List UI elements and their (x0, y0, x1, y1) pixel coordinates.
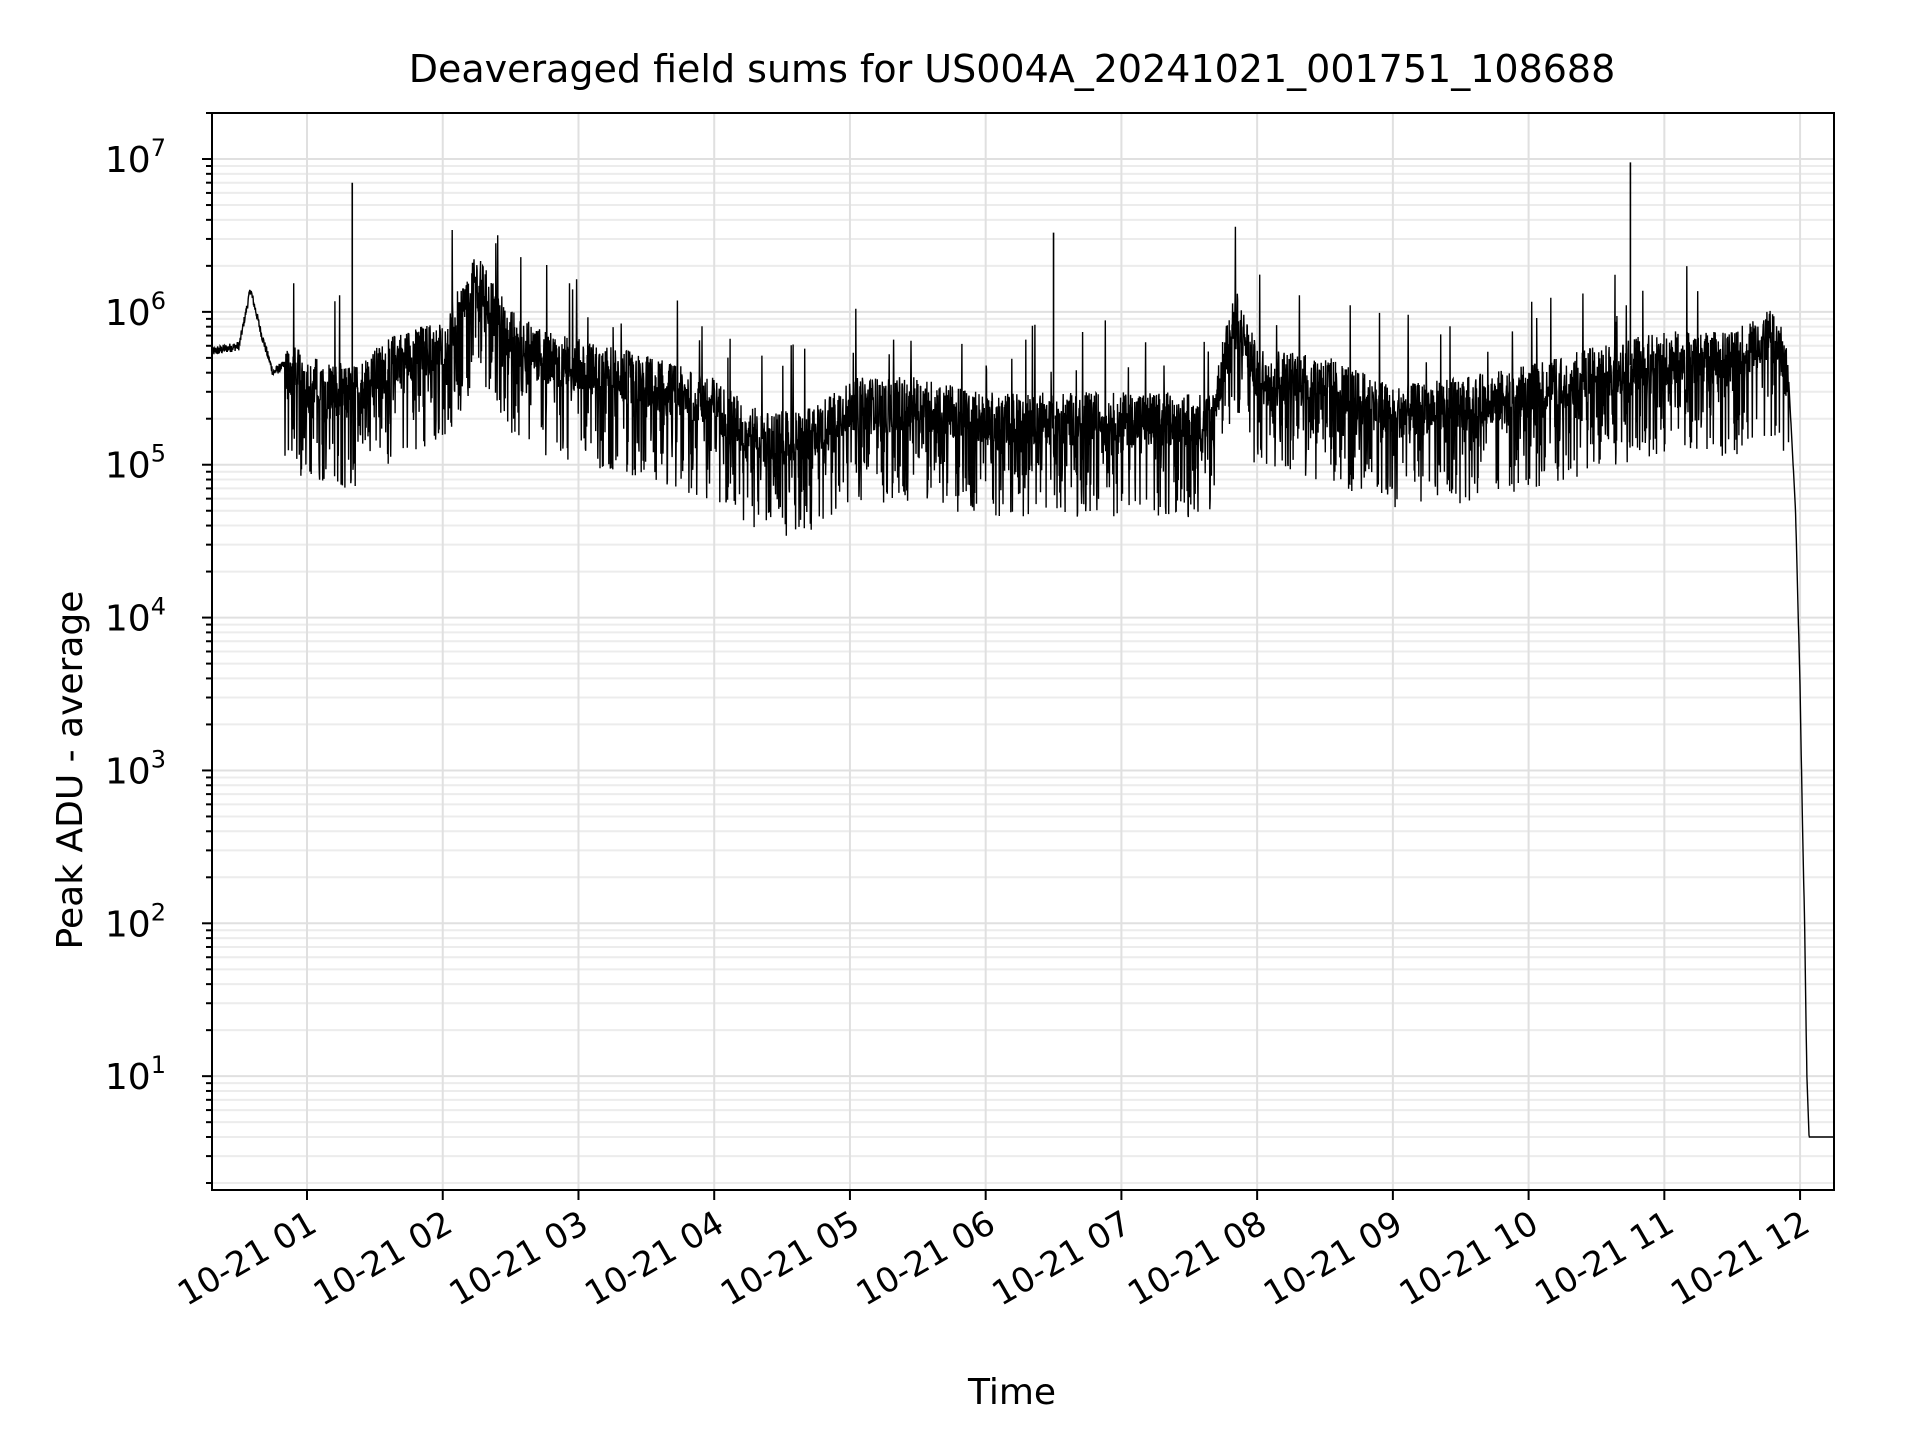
x-tick-label: 10-21 09 (1257, 1203, 1409, 1314)
y-axis-label: Peak ADU - average (50, 591, 91, 950)
y-tick-label: 103 (105, 745, 166, 792)
data-line (211, 226, 1834, 1138)
y-tick-label: 107 (105, 134, 166, 181)
y-tick-label: 106 (105, 287, 166, 334)
y-tick-label: 104 (105, 593, 166, 640)
x-tick-label: 10-21 08 (1121, 1203, 1273, 1314)
chart-title: Deaveraged field sums for US004A_2024102… (409, 47, 1616, 91)
x-tick-label: 10-21 01 (171, 1203, 323, 1314)
x-tick-label: 10-21 12 (1664, 1203, 1816, 1314)
y-tick-label: 105 (105, 440, 166, 487)
grid-lines (212, 112, 1834, 1190)
data-series (211, 162, 1834, 1138)
x-tick-label: 10-21 06 (850, 1203, 1002, 1314)
x-tick-label: 10-21 03 (443, 1203, 595, 1314)
x-tick-label: 10-21 10 (1393, 1203, 1545, 1314)
y-axis: 101 102 103 104 105 106 107 (105, 112, 212, 1185)
y-tick-label: 102 (105, 898, 166, 945)
x-axis-label: Time (967, 1372, 1056, 1413)
x-tick-label: 10-21 07 (986, 1203, 1138, 1314)
x-tick-label: 10-21 05 (714, 1203, 866, 1314)
x-tick-label: 10-21 02 (307, 1203, 459, 1314)
y-tick-label: 101 (105, 1051, 166, 1098)
x-tick-label: 10-21 04 (578, 1203, 730, 1314)
x-tick-label: 10-21 11 (1528, 1203, 1680, 1314)
